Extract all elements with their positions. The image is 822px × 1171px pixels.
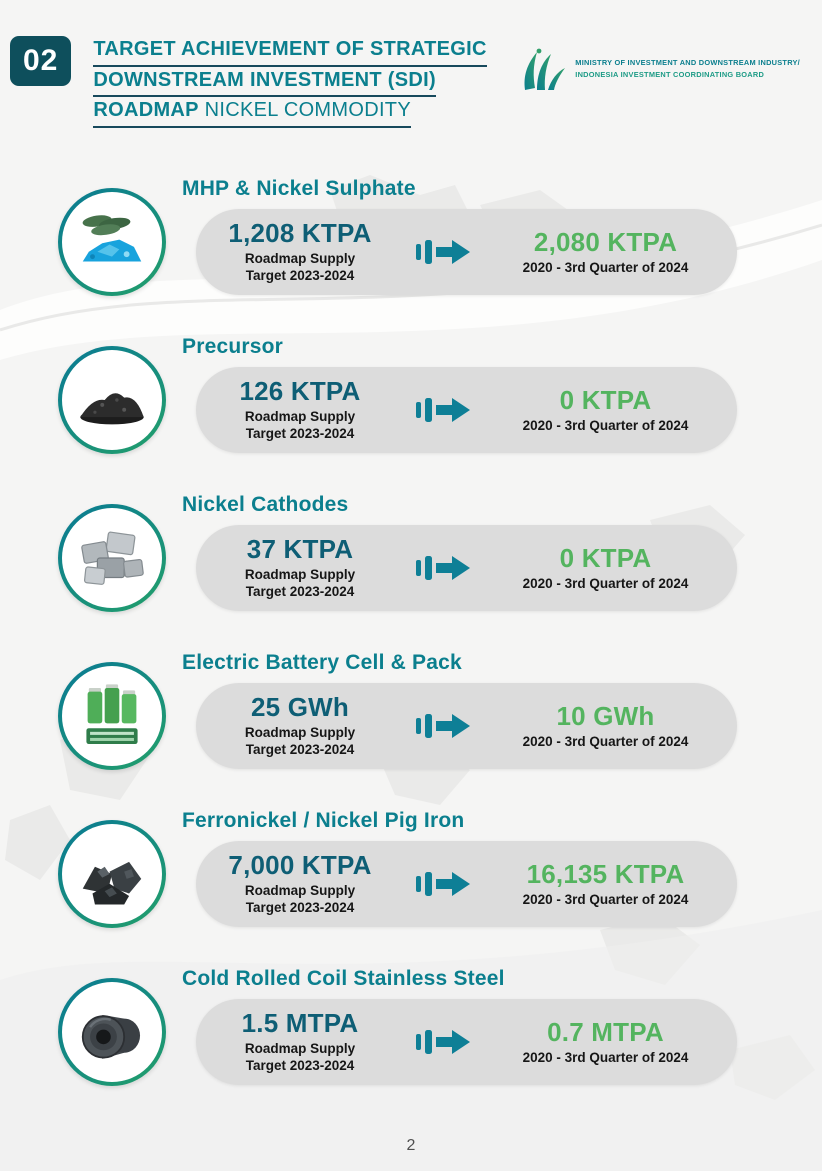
commodity-title: Precursor <box>182 334 284 358</box>
page-title-line-2: DOWNSTREAM INVESTMENT (SDI) <box>93 67 436 98</box>
ministry-name-line-2: INDONESIA INVESTMENT COORDINATING BOARD <box>575 70 765 79</box>
achieved-block: 0 KTPA 2020 - 3rd Quarter of 2024 <box>498 543 713 593</box>
commodity-rows: MHP & Nickel Sulphate 1,208 KTPA Roadmap… <box>0 128 822 1086</box>
achieved-value: 0 KTPA <box>559 542 652 573</box>
commodity-title: Ferronickel / Nickel Pig Iron <box>182 808 465 832</box>
commodity-photo-ring <box>58 187 166 296</box>
target-label-line-2: Target 2023-2024 <box>245 426 355 442</box>
commodity-row: MHP & Nickel Sulphate 1,208 KTPA Roadmap… <box>58 176 737 296</box>
ferronickel-icon <box>82 861 142 905</box>
arrow-icon <box>416 1029 470 1054</box>
commodity-title: MHP & Nickel Sulphate <box>182 176 416 200</box>
footer: 2 <box>0 1137 822 1155</box>
commodity-photo-ring <box>58 345 166 454</box>
commodity-photo-ring <box>58 661 166 770</box>
ministry-name: MINISTRY OF INVESTMENT AND DOWNSTREAM IN… <box>575 57 800 81</box>
target-label-line-1: Roadmap Supply <box>244 1041 356 1057</box>
achieved-period: 2020 - 3rd Quarter of 2024 <box>522 891 689 907</box>
target-value: 25 GWh <box>251 692 349 723</box>
page-number: 2 <box>406 1137 416 1154</box>
commodity-row: Nickel Cathodes 37 KTPA Roadmap Supply Ta… <box>58 492 737 612</box>
target-label-line-2: Target 2023-2024 <box>245 900 355 916</box>
achieved-block: 0 KTPA 2020 - 3rd Quarter of 2024 <box>498 385 713 435</box>
achieved-value: 0.7 MTPA <box>547 1016 664 1047</box>
target-block: 7,000 KTPA Roadmap Supply Target 2023-202… <box>210 850 390 917</box>
stats-pill: 37 KTPA Roadmap Supply Target 2023-2024 0… <box>196 524 737 611</box>
ministry-logo: MINISTRY OF INVESTMENT AND DOWNSTREAM IN… <box>515 36 804 92</box>
mhp-nickel-sulphate-icon <box>82 215 142 262</box>
achieved-value: 10 GWh <box>556 700 655 731</box>
commodity-row: Cold Rolled Coil Stainless Steel 1.5 MTP… <box>58 966 737 1086</box>
commodity-title: Nickel Cathodes <box>182 492 349 516</box>
ministry-name-line-1: MINISTRY OF INVESTMENT AND DOWNSTREAM IN… <box>575 57 800 67</box>
stainless-steel-coil-icon <box>81 1014 141 1059</box>
commodity-title: Cold Rolled Coil Stainless Steel <box>182 966 505 990</box>
stats-pill: 7,000 KTPA Roadmap Supply Target 2023-202… <box>196 840 737 927</box>
target-label-line-2: Target 2023-2024 <box>245 268 355 284</box>
arrow-icon <box>416 713 470 738</box>
target-label-line-2: Target 2023-2024 <box>245 742 355 758</box>
stats-pill: 126 KTPA Roadmap Supply Target 2023-2024 … <box>196 366 737 453</box>
page-title-line-1: TARGET ACHIEVEMENT OF STRATEGIC <box>93 36 487 67</box>
target-label-line-1: Roadmap Supply <box>244 251 356 267</box>
arrow-icon <box>416 871 470 896</box>
target-label-line-1: Roadmap Supply <box>244 567 356 583</box>
target-block: 1.5 MTPA Roadmap Supply Target 2023-2024 <box>210 1008 390 1075</box>
commodity-title: Electric Battery Cell & Pack <box>182 650 462 674</box>
arrow-icon <box>416 239 470 264</box>
target-label-line-1: Roadmap Supply <box>244 883 356 899</box>
target-value: 1.5 MTPA <box>241 1008 359 1039</box>
stats-pill: 1.5 MTPA Roadmap Supply Target 2023-2024 … <box>196 998 737 1085</box>
target-block: 37 KTPA Roadmap Supply Target 2023-2024 <box>210 534 390 601</box>
page-title-roadmap: ROADMAP <box>93 99 199 122</box>
header: 02 TARGET ACHIEVEMENT OF STRATEGIC DOWNS… <box>0 0 822 128</box>
target-label-line-2: Target 2023-2024 <box>245 584 355 600</box>
target-label-line-1: Roadmap Supply <box>244 409 356 425</box>
achieved-period: 2020 - 3rd Quarter of 2024 <box>522 1049 689 1065</box>
achieved-value: 0 KTPA <box>559 384 652 415</box>
commodity-row: Precursor 126 KTPA Roadmap Supply Target … <box>58 334 737 454</box>
achieved-value: 16,135 KTPA <box>526 858 685 889</box>
commodity-photo-ring <box>58 977 166 1086</box>
achieved-period: 2020 - 3rd Quarter of 2024 <box>522 733 689 749</box>
nickel-cathodes-icon <box>81 531 144 585</box>
commodity-photo-ring <box>58 503 166 612</box>
achieved-period: 2020 - 3rd Quarter of 2024 <box>522 417 689 433</box>
target-value: 1,208 KTPA <box>228 218 372 249</box>
commodity-photo-ring <box>58 819 166 928</box>
target-label-line-1: Roadmap Supply <box>244 725 356 741</box>
stats-pill: 25 GWh Roadmap Supply Target 2023-2024 10… <box>196 682 737 769</box>
achieved-period: 2020 - 3rd Quarter of 2024 <box>522 259 689 275</box>
target-value: 126 KTPA <box>239 376 361 407</box>
battery-cell-pack-icon <box>86 684 138 744</box>
commodity-row: Electric Battery Cell & Pack 25 GWh Road… <box>58 650 737 770</box>
target-value: 7,000 KTPA <box>228 850 372 881</box>
achieved-block: 2,080 KTPA 2020 - 3rd Quarter of 2024 <box>498 227 713 277</box>
precursor-icon <box>80 393 144 425</box>
target-label-line-2: Target 2023-2024 <box>245 1058 355 1074</box>
achieved-value: 2,080 KTPA <box>533 226 678 257</box>
page-title-line-3: ROADMAP NICKEL COMMODITY <box>93 97 411 128</box>
achieved-block: 10 GWh 2020 - 3rd Quarter of 2024 <box>498 701 713 751</box>
target-value: 37 KTPA <box>246 534 354 565</box>
page-title: TARGET ACHIEVEMENT OF STRATEGIC DOWNSTRE… <box>93 36 487 128</box>
stats-pill: 1,208 KTPA Roadmap Supply Target 2023-202… <box>196 208 737 295</box>
achieved-block: 16,135 KTPA 2020 - 3rd Quarter of 2024 <box>498 859 713 909</box>
achieved-block: 0.7 MTPA 2020 - 3rd Quarter of 2024 <box>498 1017 713 1067</box>
target-block: 1,208 KTPA Roadmap Supply Target 2023-202… <box>210 218 390 285</box>
arrow-icon <box>416 397 470 422</box>
achieved-period: 2020 - 3rd Quarter of 2024 <box>522 575 689 591</box>
ministry-logo-icon <box>524 48 566 90</box>
page-title-commodity: NICKEL COMMODITY <box>198 99 411 122</box>
target-block: 25 GWh Roadmap Supply Target 2023-2024 <box>210 692 390 759</box>
arrow-icon <box>416 555 470 580</box>
target-block: 126 KTPA Roadmap Supply Target 2023-2024 <box>210 376 390 443</box>
commodity-row: Ferronickel / Nickel Pig Iron 7,000 KTPA… <box>58 808 737 928</box>
section-number-badge: 02 <box>10 36 72 86</box>
